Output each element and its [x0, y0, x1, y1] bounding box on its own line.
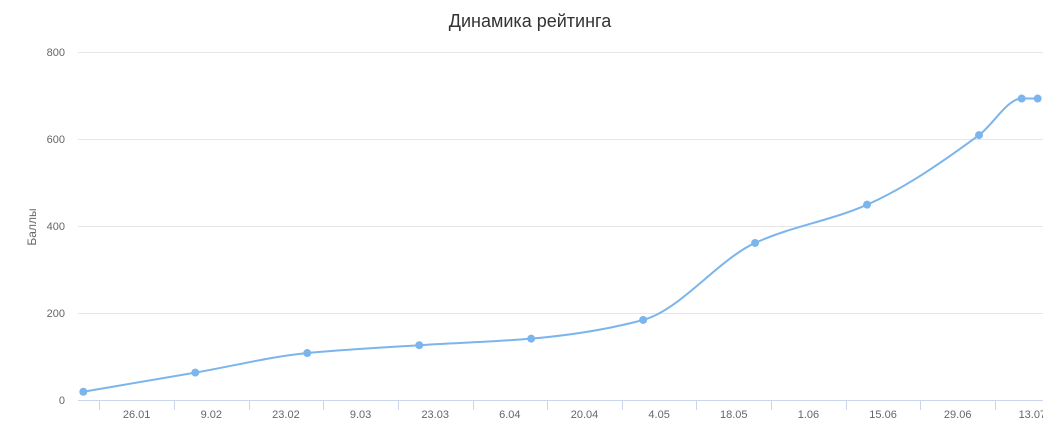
x-tick-label-15.06: 15.06	[869, 409, 897, 421]
x-tick-label-9.02: 9.02	[201, 409, 222, 421]
data-point-2019-07-14	[1033, 94, 1042, 103]
y-tick-label-600: 600	[47, 134, 65, 146]
y-tick-label-800: 800	[47, 47, 65, 59]
data-point-2019-05-01	[639, 315, 648, 324]
data-point-2019-05-22	[751, 238, 760, 247]
grid-lines	[78, 52, 1043, 314]
series	[82, 97, 1039, 393]
x-tick-label-23.02: 23.02	[272, 409, 300, 421]
x-tick-label-13.07: 13.07	[1019, 409, 1043, 421]
series-line-0	[82, 97, 1039, 393]
data-points	[79, 94, 1042, 396]
x-tick-label-1.06: 1.06	[798, 409, 819, 421]
data-point-2019-07-03	[975, 131, 984, 140]
data-point-2019-01-16	[79, 387, 88, 396]
data-point-2019-06-12	[863, 200, 872, 209]
x-tick-label-6.04: 6.04	[499, 409, 520, 421]
y-axis-title: Баллы	[25, 208, 39, 245]
data-point-2019-02-06	[191, 368, 200, 377]
data-point-2019-03-20	[415, 341, 424, 350]
x-tick-label-29.06: 29.06	[944, 409, 972, 421]
x-tick-label-18.05: 18.05	[720, 409, 748, 421]
y-tick-label-400: 400	[47, 221, 65, 233]
data-point-2019-07-11	[1017, 94, 1026, 103]
x-tick-label-23.03: 23.03	[421, 409, 449, 421]
chart-title: Динамика рейтинга	[449, 11, 612, 31]
x-tick-label-20.04: 20.04	[571, 409, 599, 421]
y-axis-ticks: 0 200 400 600 800	[47, 47, 65, 407]
data-point-2019-04-10	[527, 334, 536, 343]
x-tick-label-9.03: 9.03	[350, 409, 371, 421]
x-tick-label-4.05: 4.05	[648, 409, 669, 421]
y-tick-label-0: 0	[59, 395, 65, 407]
data-point-2019-02-27	[303, 349, 312, 358]
y-tick-label-200: 200	[47, 308, 65, 320]
x-axis: 26.01 9.02 23.02 9.03 23.03 6.04 20.04 4.05 18.0…	[78, 400, 1043, 421]
x-tick-label-26.01: 26.01	[123, 409, 151, 421]
